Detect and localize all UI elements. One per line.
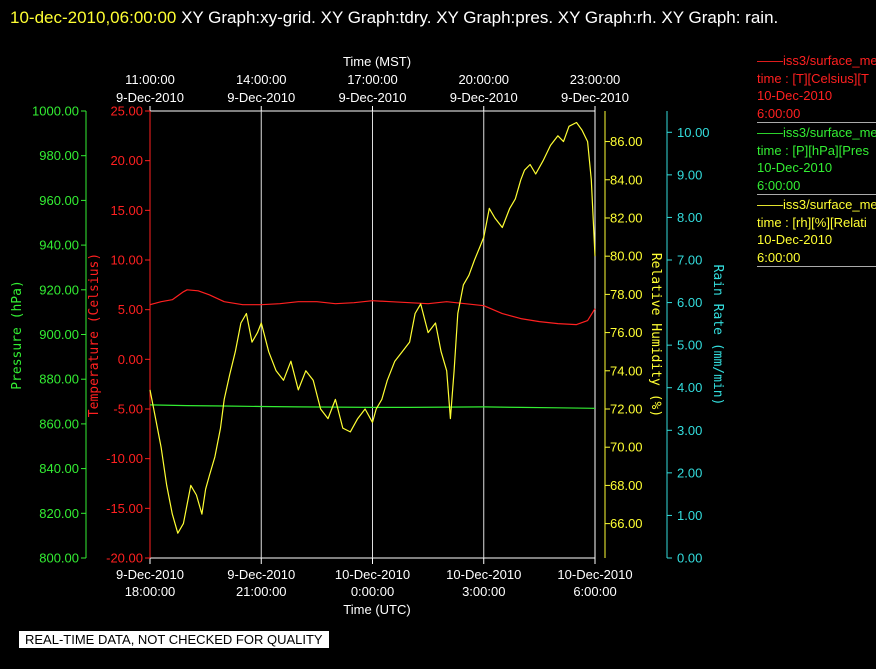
humidity-tick-label: 76.00 [610,325,643,340]
humidity-tick-label: 82.00 [610,210,643,225]
temperature-tick-label: 20.00 [110,153,143,168]
legend-line: ——iss3/surface_met [757,53,876,68]
title-graph-list: XY Graph:xy-grid. XY Graph:tdry. XY Grap… [176,8,779,27]
pressure-tick-label: 1000.00 [32,104,79,119]
bottom-tick-label: 21:00:00 [236,584,287,599]
rain-tick-label: 7.00 [677,253,702,268]
humidity-tick-label: 68.00 [610,478,643,493]
temperature-axis-title: Temperature (Celsius) [87,253,102,417]
legend-line: 6:00:00 [757,177,801,193]
bottom-tick-label: 18:00:00 [125,584,176,599]
top-tick-date: 9-Dec-2010 [227,90,295,105]
humidity-tick-label: 70.00 [610,440,643,455]
top-tick-date: 9-Dec-2010 [116,90,184,105]
humidity-tick-label: 80.00 [610,249,643,264]
quality-warning: REAL-TIME DATA, NOT CHECKED FOR QUALITY [19,631,329,648]
pressure-tick-label: 940.00 [39,238,79,253]
pressure-tick-label: 800.00 [39,551,79,566]
series-line-t [149,289,596,326]
top-tick-label: 23:00:00 [570,72,621,87]
humidity-tick-label: 74.00 [610,363,643,378]
rain-tick-label: 0.00 [677,551,702,566]
humidity-tick-label: 86.00 [610,134,643,149]
top-tick-date: 9-Dec-2010 [339,90,407,105]
legend-line: 10-Dec-2010 [757,88,833,103]
temperature-tick-label: -5.00 [113,402,143,417]
top-axis-title: Time (MST) [343,54,411,69]
rain-tick-label: 3.00 [677,423,702,438]
bottom-axis-title: Time (UTC) [343,602,410,617]
top-tick-date: 9-Dec-2010 [561,90,629,105]
top-tick-date: 9-Dec-2010 [450,90,518,105]
pressure-tick-label: 840.00 [39,461,79,476]
rain-tick-label: 9.00 [677,167,702,182]
humidity-tick-label: 66.00 [610,516,643,531]
top-tick-label: 11:00:00 [125,72,175,87]
pressure-tick-label: 860.00 [39,416,79,431]
bottom-tick-date: 10-Dec-2010 [446,567,521,582]
pressure-tick-label: 880.00 [39,372,79,387]
temperature-tick-label: -20.00 [106,551,143,566]
top-tick-label: 14:00:00 [236,72,287,87]
temperature-tick-label: 15.00 [110,203,143,218]
bottom-tick-date: 9-Dec-2010 [227,567,295,582]
title-timestamp: 10-dec-2010,06:00:00 [10,8,177,27]
temperature-tick-label: 0.00 [118,352,143,367]
legend-line: ——iss3/surface_met [757,125,876,140]
humidity-tick-label: 78.00 [610,287,643,302]
legend-line: time : [T][Celsius][T [757,70,869,86]
legend-line: 6:00:00 [757,105,801,121]
rain-tick-label: 5.00 [677,338,702,353]
temperature-tick-label: 5.00 [118,302,143,317]
rain-axis-title: Rain Rate (mm/min) [710,265,725,406]
rain-tick-label: 1.00 [677,508,702,523]
legend-line: time : [P][hPa][Pres [757,142,869,158]
rain-tick-label: 8.00 [677,210,702,225]
rain-tick-label: 2.00 [677,465,702,480]
series-line-p [149,404,596,409]
temperature-tick-label: -10.00 [106,451,143,466]
humidity-tick-label: 84.00 [610,172,643,187]
bottom-tick-date: 9-Dec-2010 [116,567,184,582]
legend-entry-pressure[interactable]: ——iss3/surface_met time : [P][hPa][Pres … [757,124,876,195]
bottom-tick-date: 10-Dec-2010 [557,567,632,582]
rain-tick-label: 6.00 [677,295,702,310]
pressure-tick-label: 820.00 [39,506,79,521]
legend-line: 10-Dec-2010 [757,160,833,175]
rain-tick-label: 4.00 [677,380,702,395]
top-tick-label: 17:00:00 [347,72,398,87]
pressure-axis-title: Pressure (hPa) [10,280,25,390]
pressure-tick-label: 980.00 [39,148,79,163]
temperature-tick-label: 10.00 [110,253,143,268]
legend-line: 6:00:00 [757,249,801,265]
temperature-tick-label: -15.00 [106,501,143,516]
legend-entry-humidity[interactable]: ——iss3/surface_met time : [rh][%][Relati… [757,196,876,267]
humidity-tick-label: 72.00 [610,402,643,417]
bottom-tick-date: 10-Dec-2010 [335,567,410,582]
temperature-tick-label: 25.00 [110,104,143,119]
page-title: 10-dec-2010,06:00:00 XY Graph:xy-grid. X… [10,4,870,31]
pressure-tick-label: 960.00 [39,193,79,208]
series-line-rh [149,121,596,534]
pressure-tick-label: 900.00 [39,327,79,342]
legend-line: ——iss3/surface_met [757,197,876,212]
pressure-tick-label: 920.00 [39,282,79,297]
bottom-tick-label: 3:00:00 [462,584,505,599]
legend: ——iss3/surface_met time : [T][Celsius][T… [757,52,876,268]
bottom-tick-label: 0:00:00 [351,584,394,599]
legend-line: time : [rh][%][Relati [757,214,867,230]
bottom-tick-label: 6:00:00 [573,584,616,599]
humidity-axis-title: Relative Humidity (%) [648,253,663,417]
top-tick-label: 20:00:00 [458,72,509,87]
legend-entry-temperature[interactable]: ——iss3/surface_met time : [T][Celsius][T… [757,52,876,123]
legend-line: 10-Dec-2010 [757,232,833,247]
rain-tick-label: 10.00 [677,125,710,140]
